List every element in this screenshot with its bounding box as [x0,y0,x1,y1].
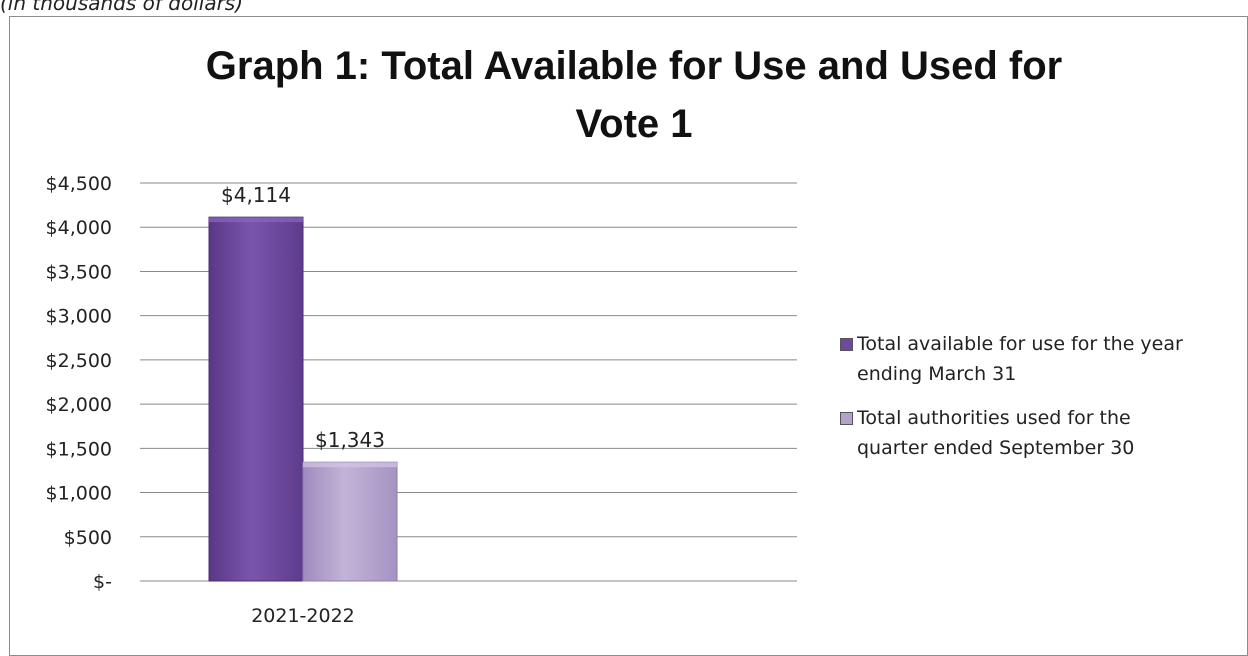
y-tick-label: $2,500 [46,350,112,372]
y-tick-label: $4,000 [46,217,112,239]
bar-bevel [209,217,303,223]
legend-item-used: Total authorities used for the quarter e… [840,403,1240,463]
y-tick-label: $1,000 [46,483,112,505]
bar-bevel [303,462,397,468]
legend-label-used: Total authorities used for the quarter e… [857,407,1135,459]
legend-swatch-used [840,412,853,425]
bars [208,216,398,582]
bar-total-available [208,216,304,582]
data-label: $1,343 [315,428,385,452]
y-tick-label: $4,500 [46,173,112,195]
bar-authorities-used [302,461,398,582]
legend: Total available for use for the year end… [840,329,1240,477]
legend-label-available: Total available for use for the year end… [857,333,1183,385]
chart-title-line-1: Graph 1: Total Available for Use and Use… [205,44,1063,88]
data-label: $4,114 [221,183,291,207]
legend-item-available: Total available for use for the year end… [840,329,1240,389]
y-tick-label: $1,500 [46,438,112,460]
y-axis-ticks: $- $500 $1,000 $1,500 $2,000 $2,500 $3,000 $3,5… [46,173,112,593]
y-tick-label: $2,000 [46,394,112,416]
y-tick-label: $3,000 [46,306,112,328]
x-tick-label: 2021-2022 [251,605,355,627]
x-axis-ticks: 2021-2022 [251,605,355,627]
units-note: (in thousands of dollars) [0,0,244,15]
data-labels: $4,114 $1,343 [221,183,385,452]
legend-swatch-available [840,338,853,351]
bar-chart: $- $500 $1,000 $1,500 $2,000 $2,500 $3,000 $3,5… [46,173,797,627]
y-tick-label: $500 [64,527,112,549]
chart-title-line-2: Vote 1 [575,102,693,146]
y-tick-label: $3,500 [46,261,112,283]
y-tick-label: $- [93,571,112,593]
